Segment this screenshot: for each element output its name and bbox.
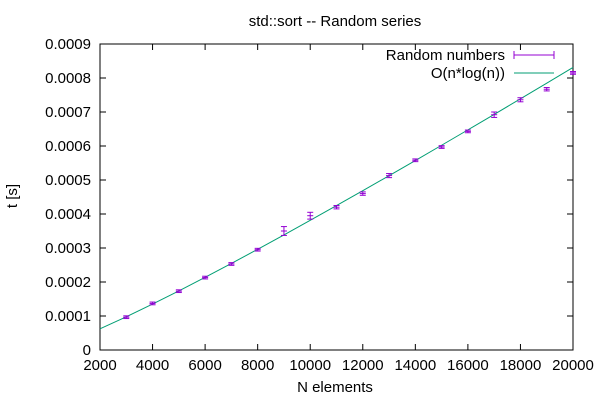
legend-label-nlogn: O(n*log(n))	[431, 65, 505, 82]
data-point-random-numbers	[438, 145, 445, 149]
y-tick-label: 0	[83, 342, 91, 359]
y-tick-label: 0.0002	[45, 274, 91, 291]
x-tick-label: 18000	[500, 357, 542, 374]
y-tick-label: 0.0003	[45, 240, 91, 257]
x-tick-label: 16000	[447, 357, 489, 374]
x-tick-label: 4000	[136, 357, 169, 374]
x-tick-label: 10000	[289, 357, 331, 374]
data-point-random-numbers	[307, 211, 314, 220]
x-tick-label: 14000	[394, 357, 436, 374]
y-tick-label: 0.0008	[45, 70, 91, 87]
legend-swatches	[513, 51, 555, 74]
data-point-random-numbers	[570, 71, 576, 75]
data-point-random-numbers	[412, 158, 419, 163]
x-tick-label: 20000	[552, 357, 594, 374]
x-tick-label: 6000	[188, 357, 221, 374]
data-point-random-numbers	[254, 247, 261, 252]
plot-frame	[99, 43, 574, 351]
y-tick-label: 0.0009	[45, 36, 91, 53]
y-tick-label: 0.0007	[45, 104, 91, 121]
series-line-nlogn	[99, 67, 574, 330]
x-axis-label: N elements	[297, 379, 373, 396]
y-tick-label: 0.0001	[45, 308, 91, 325]
data-point-random-numbers	[175, 289, 182, 294]
chart-title: std::sort -- Random series	[249, 13, 422, 30]
y-tick-label: 0.0005	[45, 172, 91, 189]
legend: Random numbers O(n*log(n))	[386, 47, 555, 82]
data-point-random-numbers	[359, 191, 366, 196]
legend-label-random-numbers: Random numbers	[386, 47, 505, 64]
data-point-random-numbers	[280, 226, 287, 236]
data-point-random-numbers	[491, 111, 498, 118]
data-point-random-numbers	[228, 262, 235, 266]
data-point-random-numbers	[149, 301, 156, 306]
y-tick-label: 0.0004	[45, 206, 91, 223]
data-point-random-numbers	[464, 129, 471, 134]
x-tick-label: 2000	[83, 357, 116, 374]
y-tick-label: 0.0006	[45, 138, 91, 155]
data-point-random-numbers	[517, 97, 524, 103]
data-point-random-numbers	[386, 173, 393, 179]
y-axis-label: t [s]	[4, 184, 21, 208]
data-point-random-numbers	[123, 315, 130, 320]
x-tick-label: 12000	[342, 357, 384, 374]
data-point-random-numbers	[543, 87, 550, 92]
x-tick-label: 8000	[241, 357, 274, 374]
data-point-random-numbers	[202, 275, 209, 280]
plot-layer: 2000 4000 6000 8000 10000 12000 14000 16000 1800…	[45, 36, 594, 374]
data-point-random-numbers	[333, 205, 340, 210]
